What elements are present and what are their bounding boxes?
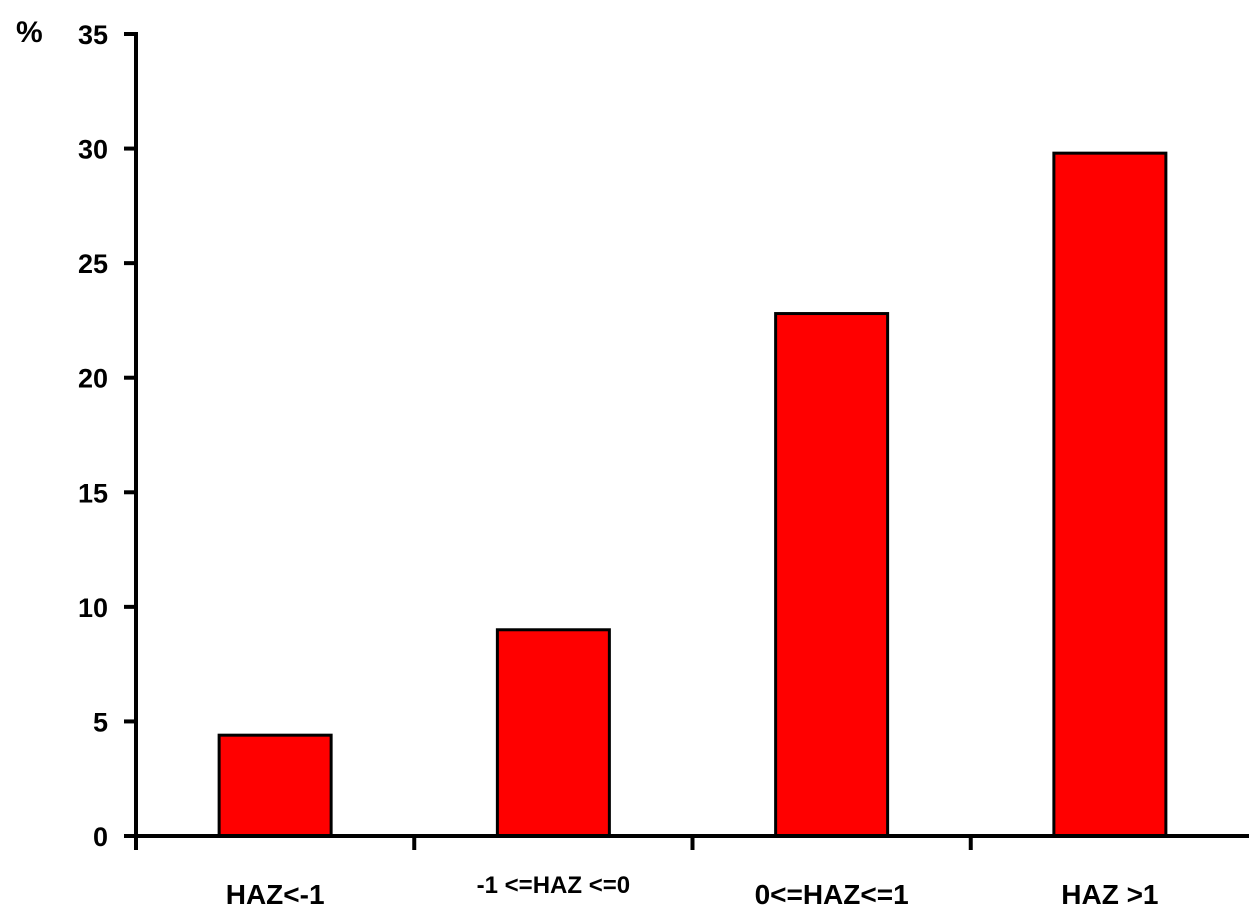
x-category-label: HAZ<-1 — [226, 879, 325, 910]
x-category-label: -1 <=HAZ <=0 — [477, 872, 630, 899]
bar — [774, 312, 890, 838]
y-tick-label: 5 — [93, 707, 108, 737]
y-tick-label: 30 — [78, 135, 108, 165]
bar — [217, 733, 333, 838]
x-category-label: 0<=HAZ<=1 — [755, 879, 909, 910]
bar — [495, 628, 611, 838]
x-category-label: HAZ >1 — [1061, 879, 1158, 910]
y-tick-label: 10 — [78, 593, 108, 623]
y-tick-label: 25 — [78, 249, 108, 279]
bars-group — [217, 151, 1168, 838]
y-axis-unit-label: % — [16, 16, 43, 49]
y-ticks-group: 0 5 10 15 20 25 30 35 — [78, 20, 136, 852]
y-tick-label: 35 — [78, 20, 108, 50]
x-ticks-group: HAZ<-1 -1 <=HAZ <=0 0<=HAZ<=1 HAZ >1 — [134, 836, 1159, 910]
y-tick-label: 20 — [78, 364, 108, 394]
bar — [1052, 151, 1168, 838]
y-tick-label: 0 — [93, 822, 108, 852]
y-tick-label: 15 — [78, 478, 108, 508]
